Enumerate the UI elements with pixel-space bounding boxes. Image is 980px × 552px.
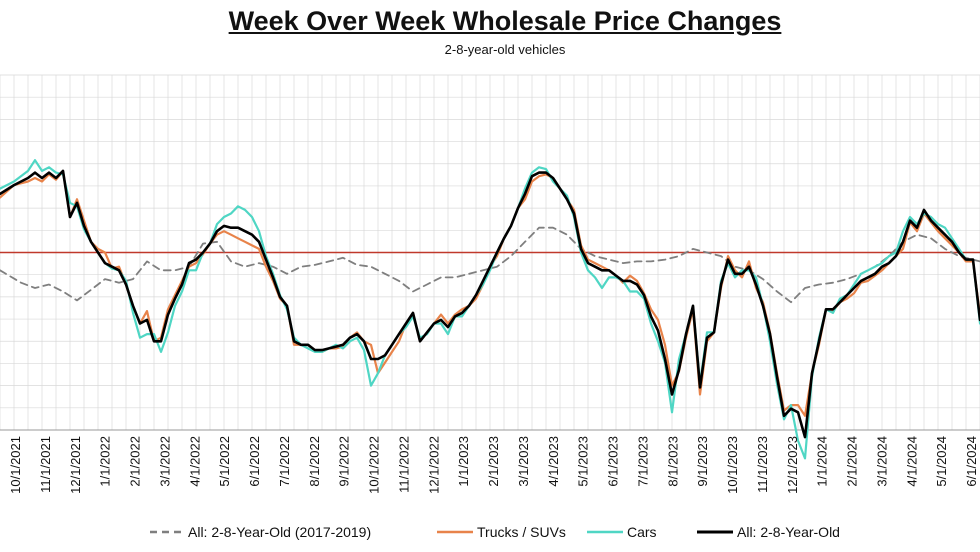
x-tick-label: 12/1/2021 [68, 436, 83, 494]
chart-subtitle: 2-8-year-old vehicles [444, 42, 566, 57]
x-tick-label: 9/1/2022 [337, 436, 352, 487]
x-tick-label: 2/1/2024 [845, 436, 860, 487]
x-tick-label: 3/1/2024 [874, 436, 889, 487]
x-tick-label: 2/1/2023 [486, 436, 501, 487]
legend-label-4: All: 2-8-Year-Old [737, 524, 840, 540]
x-tick-label: 5/1/2022 [217, 436, 232, 487]
x-tick-label: 9/1/2023 [695, 436, 710, 487]
x-tick-label: 10/1/2021 [8, 436, 23, 494]
legend-label-1: All: 2-8-Year-Old (2017-2019) [188, 524, 371, 540]
x-tick-label: 1/1/2022 [98, 436, 113, 487]
series-layer [0, 159, 980, 460]
x-tick-label: 6/1/2024 [964, 436, 979, 487]
x-tick-label: 8/1/2023 [665, 436, 680, 487]
x-tick-label: 8/1/2022 [307, 436, 322, 487]
legend-label-2: Trucks / SUVs [477, 524, 566, 540]
series-line-4 [0, 169, 980, 439]
x-tick-label: 4/1/2022 [187, 436, 202, 487]
chart-title: Week Over Week Wholesale Price Changes [228, 6, 782, 36]
x-tick-label: 4/1/2024 [904, 436, 919, 487]
x-tick-label: 7/1/2022 [277, 436, 292, 487]
x-tick-label: 3/1/2023 [516, 436, 531, 487]
x-tick-label: 10/1/2023 [725, 436, 740, 494]
series-line-1 [0, 226, 980, 304]
x-tick-label: 6/1/2023 [606, 436, 621, 487]
x-tick-label: 3/1/2022 [157, 436, 172, 487]
x-tick-label: 2/1/2022 [128, 436, 143, 487]
x-tick-label: 11/1/2022 [396, 436, 411, 493]
x-tick-labels: 10/1/2021 11/1/2021 12/1/2021 1/1/2022 2/1/2… [8, 436, 979, 494]
x-tick-label: 12/1/2023 [785, 436, 800, 494]
x-tick-label: 11/1/2021 [38, 436, 53, 493]
x-tick-label: 10/1/2022 [367, 436, 382, 494]
x-tick-label: 6/1/2022 [247, 436, 262, 487]
x-tick-label: 5/1/2023 [576, 436, 591, 487]
x-tick-label: 11/1/2023 [755, 436, 770, 493]
x-tick-label: 5/1/2024 [934, 436, 949, 487]
x-tick-label: 4/1/2023 [546, 436, 561, 487]
legend: All: 2-8-Year-Old (2017-2019) Trucks / SU… [150, 524, 840, 540]
x-tick-label: 7/1/2023 [635, 436, 650, 487]
legend-label-3: Cars [627, 524, 657, 540]
x-tick-label: 1/1/2024 [815, 436, 830, 487]
x-tick-label: 1/1/2023 [456, 436, 471, 487]
x-tick-label: 12/1/2022 [426, 436, 441, 494]
